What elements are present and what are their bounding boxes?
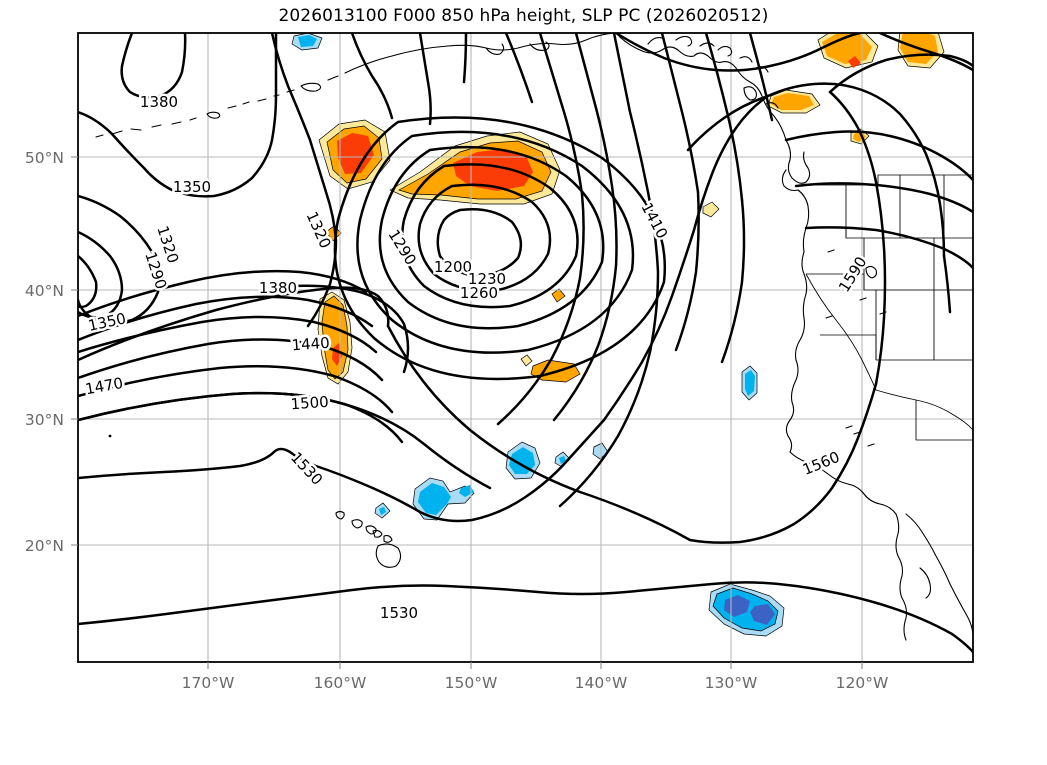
y-tick-label: 20°N [25, 537, 64, 555]
svg-text:1230: 1230 [468, 270, 506, 288]
y-tick-label: 40°N [25, 282, 64, 300]
plot-background [78, 33, 973, 662]
svg-text:1500: 1500 [290, 393, 329, 414]
x-tick-label: 150°W [445, 674, 498, 690]
plot-frame [77, 32, 974, 663]
x-axis-labels: 170°W 160°W 150°W 140°W 130°W 120°W [182, 674, 889, 690]
svg-text:1440: 1440 [291, 334, 330, 355]
y-axis-labels: 50°N 40°N 30°N 20°N [25, 149, 64, 555]
x-tick-label: 140°W [575, 674, 628, 690]
svg-text:1380: 1380 [259, 279, 297, 297]
colorbar: −0.60 −0.48 −0.36 −0.24 −0.12 0.12 0.24 … [0, 690, 1047, 765]
page-title: 2026013100 F000 850 hPa height, SLP PC (… [278, 6, 769, 26]
x-tick-label: 120°W [836, 674, 889, 690]
shaded-anomalies [291, 33, 945, 637]
x-tick-label: 160°W [314, 674, 367, 690]
svg-text:1350: 1350 [173, 178, 211, 196]
map-plot: 1380 1350 1320 1290 1320 1290 1200 1230 … [25, 32, 974, 690]
svg-text:1530: 1530 [380, 604, 418, 622]
gridlines [78, 33, 973, 662]
svg-text:1200: 1200 [434, 258, 472, 276]
svg-text:1260: 1260 [460, 284, 498, 302]
svg-text:1380: 1380 [140, 93, 178, 111]
x-tick-label: 170°W [182, 674, 235, 690]
y-tick-label: 30°N [25, 411, 64, 429]
axis-ticks [71, 156, 863, 669]
x-tick-label: 130°W [705, 674, 758, 690]
y-tick-label: 50°N [25, 149, 64, 167]
contour-lines [78, 33, 973, 654]
